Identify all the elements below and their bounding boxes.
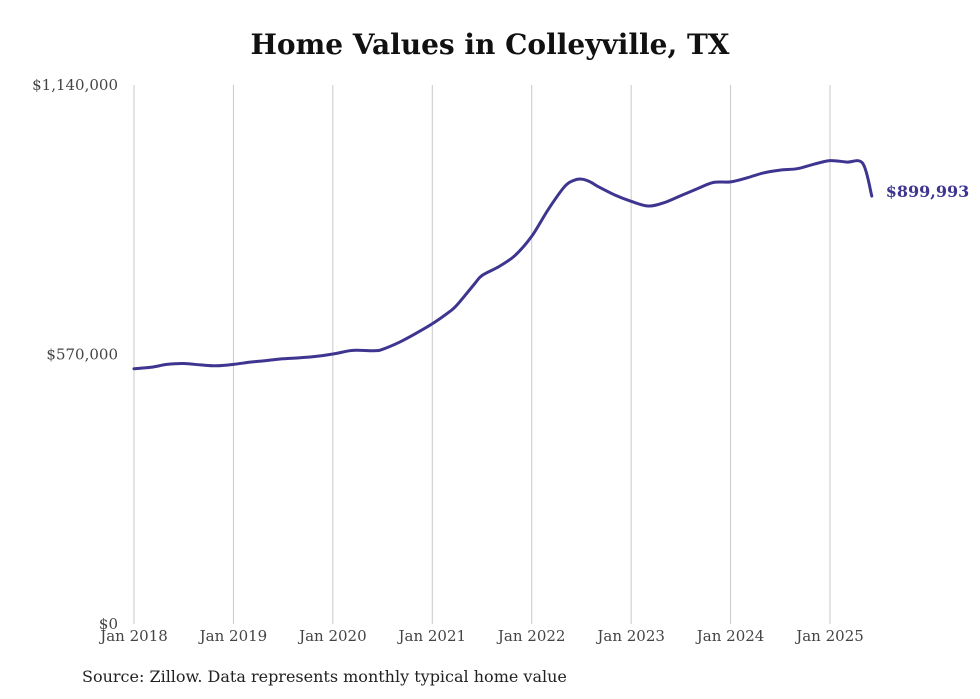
y-tick-label: $0 <box>99 615 118 633</box>
x-tick-label: Jan 2025 <box>794 627 864 645</box>
x-tick-label: Jan 2024 <box>695 627 765 645</box>
x-tick-label: Jan 2023 <box>595 627 665 645</box>
x-tick-label: Jan 2018 <box>98 627 168 645</box>
series-layer: $899,993 <box>132 159 970 371</box>
series-line <box>132 159 874 371</box>
chart-title: Home Values in Colleyville, TX <box>250 28 730 61</box>
end-value-label: $899,993 <box>886 182 970 201</box>
axis-labels: Jan 2018 Jan 2019 Jan 2020 Jan 2021 Jan 2022… <box>32 76 864 645</box>
source-note: Source: Zillow. Data represents monthly … <box>82 667 567 686</box>
y-tick-label: $1,140,000 <box>32 76 118 94</box>
y-tick-label: $570,000 <box>46 346 118 364</box>
x-tick-label: Jan 2022 <box>496 627 566 645</box>
gridlines <box>133 85 831 624</box>
x-tick-label: Jan 2019 <box>198 627 268 645</box>
x-tick-label: Jan 2020 <box>297 627 367 645</box>
x-tick-label: Jan 2021 <box>397 627 467 645</box>
